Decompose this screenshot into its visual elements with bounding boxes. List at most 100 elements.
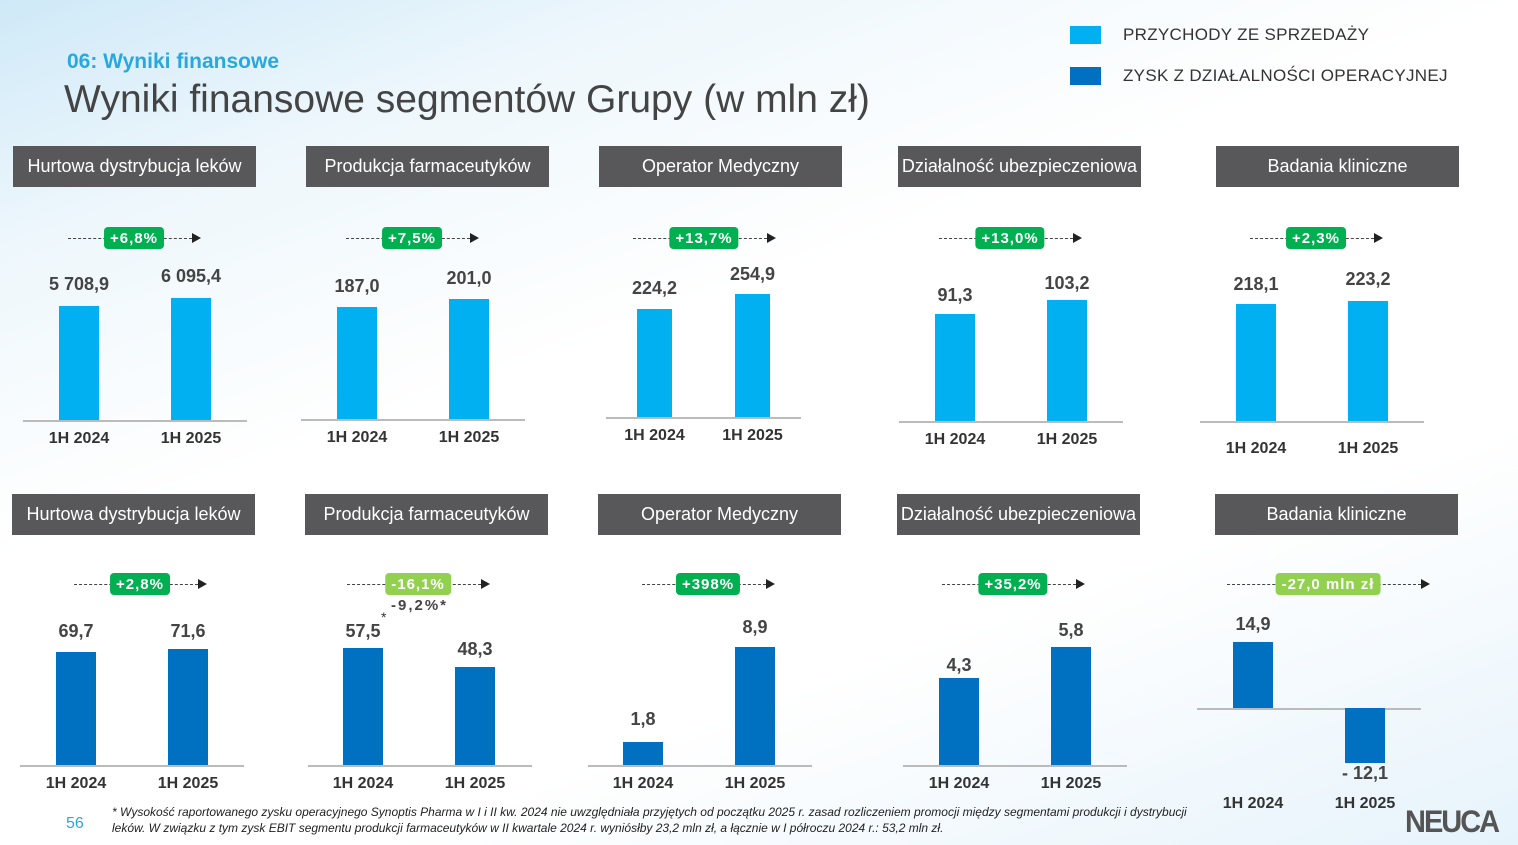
revenue-change-badge: +13,7% bbox=[669, 227, 739, 249]
ebit-panel-header: Badania kliniczne bbox=[1215, 494, 1458, 535]
revenue-change-badge: +6,8% bbox=[104, 227, 164, 249]
neuca-logo: NEUCA bbox=[1405, 804, 1500, 840]
period-label: 1H 2024 bbox=[612, 775, 674, 792]
page-number: 56 bbox=[66, 815, 84, 832]
value-label: 103,2 bbox=[1044, 273, 1090, 293]
value-label: 218,1 bbox=[1233, 274, 1279, 294]
value-label: - 12,1 bbox=[1341, 763, 1389, 783]
ebit-change-badge: -16,1% bbox=[385, 573, 451, 595]
value-label: 69,7 bbox=[58, 621, 94, 641]
period-label: 1H 2025 bbox=[722, 427, 783, 444]
arrow-icon bbox=[470, 233, 479, 243]
value-label: 4,3 bbox=[946, 655, 972, 675]
revenue-panel-header: Badania kliniczne bbox=[1216, 146, 1459, 187]
value-label: 48,3 bbox=[457, 639, 493, 659]
revenue-panel-header: Działalność ubezpieczeniowa bbox=[898, 146, 1141, 187]
period-label: 1H 2025 bbox=[1337, 440, 1399, 457]
ebit-change-badge: +2,8% bbox=[110, 573, 170, 595]
ebit-panel-header: Operator Medyczny bbox=[598, 494, 841, 535]
value-label: 57,5 bbox=[345, 621, 381, 641]
chart-axis bbox=[308, 765, 532, 767]
chart-axis bbox=[1197, 708, 1421, 710]
value-label: 201,0 bbox=[446, 268, 492, 288]
ebit-bar bbox=[56, 652, 96, 765]
revenue-change-badge: +2,3% bbox=[1286, 227, 1346, 249]
value-label: 91,3 bbox=[937, 285, 973, 305]
ebit-change-badge: +398% bbox=[675, 573, 741, 595]
ebit-change-badge: -27,0 mln zł bbox=[1275, 573, 1381, 595]
period-label: 1H 2024 bbox=[326, 429, 388, 446]
ebit-bar bbox=[623, 742, 663, 765]
revenue-bar bbox=[1236, 304, 1276, 421]
revenue-bar bbox=[449, 299, 489, 419]
arrow-icon bbox=[481, 579, 490, 589]
chart-axis bbox=[20, 765, 244, 767]
value-label: 5 708,9 bbox=[48, 274, 110, 294]
revenue-bar bbox=[1348, 301, 1388, 421]
value-label: 187,0 bbox=[334, 276, 380, 296]
value-label: 8,9 bbox=[742, 617, 768, 637]
revenue-bar bbox=[171, 298, 211, 420]
period-label: 1H 2025 bbox=[1036, 431, 1098, 448]
revenue-change-badge: +7,5% bbox=[382, 227, 442, 249]
revenue-bar bbox=[735, 294, 770, 417]
arrow-icon bbox=[767, 233, 776, 243]
section-label: 06: Wyniki finansowe bbox=[67, 50, 279, 73]
ebit-bar bbox=[343, 648, 383, 765]
ebit-bar bbox=[1051, 647, 1091, 765]
ebit-panel-header: Działalność ubezpieczeniowa bbox=[897, 494, 1140, 535]
adjusted-change-note: -9,2%* bbox=[391, 597, 449, 614]
revenue-bar bbox=[1047, 300, 1087, 421]
legend-label: ZYSK Z DZIAŁALNOŚCI OPERACYJNEJ bbox=[1123, 66, 1448, 85]
revenue-bar bbox=[637, 309, 672, 417]
chart-axis bbox=[606, 417, 801, 419]
period-label: 1H 2024 bbox=[924, 431, 986, 448]
revenue-bar bbox=[337, 307, 377, 419]
period-label: 1H 2024 bbox=[1222, 795, 1284, 812]
legend-item-ebit: ZYSK Z DZIAŁALNOŚCI OPERACYJNEJ bbox=[1070, 66, 1448, 86]
arrow-icon bbox=[1073, 233, 1082, 243]
ebit-bar bbox=[939, 678, 979, 765]
ebit-bar bbox=[168, 649, 208, 765]
value-label: 6 095,4 bbox=[160, 266, 222, 286]
legend-swatch bbox=[1070, 67, 1101, 85]
period-label: 1H 2024 bbox=[624, 427, 685, 444]
ebit-bar bbox=[1345, 708, 1385, 763]
period-label: 1H 2025 bbox=[438, 429, 500, 446]
period-label: 1H 2024 bbox=[45, 775, 107, 792]
chart-axis bbox=[301, 419, 525, 421]
ebit-bar bbox=[735, 647, 775, 765]
arrow-icon bbox=[1374, 233, 1383, 243]
arrow-icon bbox=[198, 579, 207, 589]
chart-axis bbox=[588, 765, 812, 767]
legend-item-revenue: PRZYCHODY ZE SPRZEDAŻY bbox=[1070, 25, 1369, 45]
period-label: 1H 2025 bbox=[724, 775, 786, 792]
period-label: 1H 2025 bbox=[157, 775, 219, 792]
ebit-panel-header: Hurtowa dystrybucja leków bbox=[12, 494, 255, 535]
period-label: 1H 2025 bbox=[1040, 775, 1102, 792]
revenue-panel-header: Operator Medyczny bbox=[599, 146, 842, 187]
footnote: * Wysokość raportowanego zysku operacyjn… bbox=[112, 805, 1187, 835]
value-label: 254,9 bbox=[729, 264, 776, 284]
chart-axis bbox=[1200, 421, 1424, 423]
arrow-icon bbox=[192, 233, 201, 243]
revenue-panel-header: Hurtowa dystrybucja leków bbox=[13, 146, 256, 187]
revenue-bar bbox=[935, 314, 975, 421]
ebit-change-badge: +35,2% bbox=[978, 573, 1048, 595]
period-label: 1H 2024 bbox=[332, 775, 394, 792]
ebit-bar bbox=[1233, 642, 1273, 708]
revenue-change-badge: +13,0% bbox=[975, 227, 1045, 249]
revenue-panel-header: Produkcja farmaceutyków bbox=[306, 146, 549, 187]
revenue-bar bbox=[59, 306, 99, 420]
chart-axis bbox=[899, 421, 1123, 423]
page-title: Wyniki finansowe segmentów Grupy (w mln … bbox=[64, 78, 870, 121]
chart-axis bbox=[903, 765, 1127, 767]
period-label: 1H 2024 bbox=[928, 775, 990, 792]
value-label: 223,2 bbox=[1345, 269, 1391, 289]
value-label: 71,6 bbox=[170, 621, 206, 641]
period-label: 1H 2025 bbox=[444, 775, 506, 792]
arrow-icon bbox=[766, 579, 775, 589]
arrow-icon bbox=[1076, 579, 1085, 589]
arrow-icon bbox=[1421, 579, 1430, 589]
ebit-bar bbox=[455, 667, 495, 765]
